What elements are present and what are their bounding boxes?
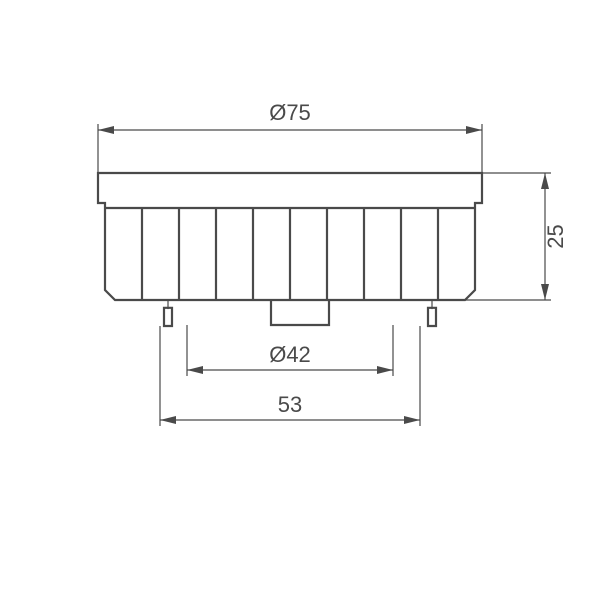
dim-label-d75: Ø75 — [269, 100, 311, 125]
pin-right — [428, 308, 436, 326]
pin-left — [164, 308, 172, 326]
connector-stub — [271, 300, 329, 325]
dim-label-25: 25 — [543, 224, 568, 248]
dim-label-53: 53 — [278, 392, 302, 417]
dimension-drawing: Ø75 25 Ø42 53 — [0, 0, 600, 600]
dim-label-d42: Ø42 — [269, 342, 311, 367]
